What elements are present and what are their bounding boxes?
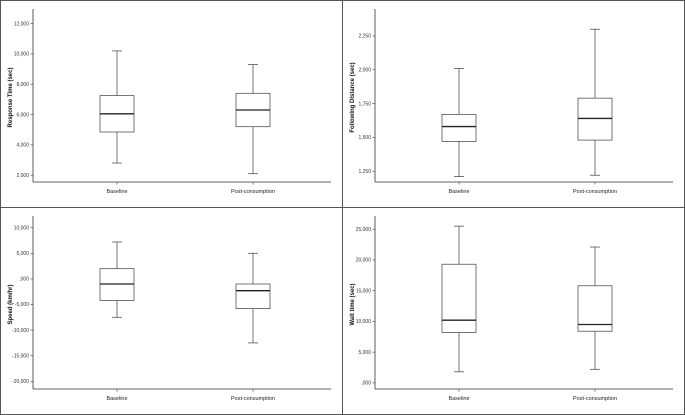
y-tick-label: -15,000 <box>12 353 29 359</box>
y-tick-label: ,000 <box>361 381 371 387</box>
y-tick-label: 20,000 <box>356 258 372 264</box>
x-category-label: Baseline <box>106 189 127 195</box>
y-tick-label: -20,000 <box>12 379 29 385</box>
speed-panel: -20,000 -15,000 -10,000 -5,000 ,000 5,000 10,0… <box>0 207 343 415</box>
y-tick-label: 10,000 <box>14 52 30 58</box>
y-tick-label: 5,000 <box>358 350 371 356</box>
y-tick-label: 1,750 <box>358 101 371 107</box>
following-distance-panel: 1,250 1,500 1,750 2,000 2,250 Following Dista… <box>342 0 685 208</box>
response-time-boxplot: 2,000 4,000 6,000 8,000 10,000 12,000 Response… <box>8 9 331 195</box>
y-axis-title: Speed (km/hr) <box>8 284 14 324</box>
iqr-box <box>441 114 477 142</box>
y-axis-title: Wait time (sec) <box>350 283 356 325</box>
y-tick-label: 2,000 <box>358 67 371 73</box>
y-tick-label: 10,000 <box>14 225 30 231</box>
y-tick-label: 1,500 <box>358 135 371 141</box>
wait-time-boxplot: ,000 5,000 10,000 15,000 20,000 25,000 Wait ti… <box>350 216 673 402</box>
y-tick-label: 1,250 <box>358 169 371 175</box>
x-category-label: Baseline <box>106 396 127 402</box>
iqr-box <box>577 285 613 332</box>
y-tick-label: ,000 <box>19 277 29 283</box>
y-axis-title: Following Distance (sec) <box>350 62 356 132</box>
y-tick-label: 15,000 <box>356 288 372 294</box>
wait-time-panel: ,000 5,000 10,000 15,000 20,000 25,000 Wait ti… <box>342 207 685 415</box>
y-tick-label: 12,000 <box>14 21 30 27</box>
x-category-label: Baseline <box>448 396 469 402</box>
y-tick-label: 25,000 <box>356 227 372 233</box>
iqr-box <box>235 283 271 309</box>
y-tick-label: 10,000 <box>356 319 372 325</box>
x-category-label: Baseline <box>448 189 469 195</box>
x-category-label: Post-consumption <box>573 396 617 402</box>
y-tick-label: 2,000 <box>16 173 29 179</box>
iqr-box <box>577 97 613 141</box>
y-tick-label: 8,000 <box>16 82 29 88</box>
response-time-panel: 2,000 4,000 6,000 8,000 10,000 12,000 Response… <box>0 0 343 208</box>
following-distance-boxplot: 1,250 1,500 1,750 2,000 2,250 Following Dista… <box>350 9 673 195</box>
x-category-label: Post-consumption <box>231 189 275 195</box>
y-tick-label: -5,000 <box>15 302 29 308</box>
y-tick-label: 6,000 <box>16 112 29 118</box>
iqr-box <box>441 263 477 333</box>
y-tick-label: 4,000 <box>16 143 29 149</box>
x-category-label: Post-consumption <box>573 189 617 195</box>
speed-boxplot: -20,000 -15,000 -10,000 -5,000 ,000 5,000 10,0… <box>8 216 331 402</box>
y-tick-label: 2,250 <box>358 34 371 40</box>
x-category-label: Post-consumption <box>231 396 275 402</box>
y-tick-label: -10,000 <box>12 328 29 334</box>
y-tick-label: 5,000 <box>16 251 29 257</box>
y-axis-title: Response Time (sec) <box>8 68 14 128</box>
